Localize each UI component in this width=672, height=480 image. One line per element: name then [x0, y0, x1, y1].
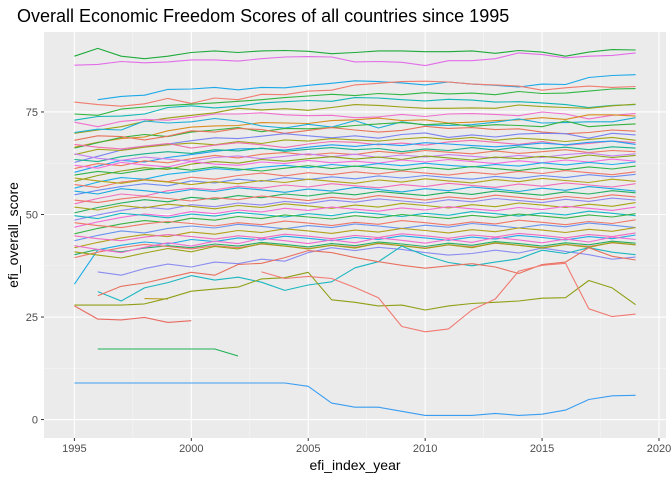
- series-line-17: [74, 146, 636, 163]
- series-line-25: [74, 173, 636, 196]
- x-tick-label: 2010: [413, 443, 437, 455]
- y-tick-label: 0: [32, 415, 38, 427]
- x-tick-label: 2005: [296, 443, 320, 455]
- series-line-53: [74, 382, 636, 416]
- series-line-23: [74, 165, 636, 176]
- series-line-32: [74, 202, 636, 211]
- series-line-33: [74, 205, 636, 228]
- series-line-29: [74, 190, 636, 214]
- series-line-50: [74, 305, 192, 323]
- series-line-40: [73, 234, 636, 285]
- x-tick-label: 2000: [179, 443, 203, 455]
- series-line-36: [74, 219, 636, 229]
- series-line-16: [74, 140, 636, 173]
- chart-title: Overall Economic Freedom Scores of all c…: [17, 6, 509, 26]
- y-tick-label: 75: [26, 107, 38, 119]
- series-line-27: [74, 182, 636, 205]
- series-line-12: [74, 125, 636, 141]
- series-line-2: [74, 52, 636, 67]
- series-line-7: [74, 103, 636, 134]
- y-tick-label: 50: [26, 209, 38, 221]
- y-axis-title: efi_overall_score: [5, 182, 21, 288]
- series-line-46: [97, 245, 636, 302]
- series-line-38: [74, 227, 636, 249]
- series-line-10: [74, 117, 636, 134]
- series-line-35: [74, 213, 636, 235]
- series-line-4: [74, 80, 636, 107]
- series-line-3: [97, 74, 636, 101]
- series-line-47: [97, 247, 636, 297]
- series-line-31: [74, 197, 636, 221]
- x-tick-label: 2020: [647, 443, 671, 455]
- series-line-51: [261, 262, 636, 333]
- series-line-45: [74, 236, 636, 254]
- series-line-28: [74, 186, 636, 195]
- series-line-5: [74, 88, 636, 116]
- series-line-41: [74, 240, 636, 256]
- series-line-52: [97, 348, 239, 357]
- grid-lines: [44, 32, 666, 438]
- series-line-34: [74, 210, 636, 220]
- series-line-9: [74, 114, 636, 148]
- series-line-14: [74, 136, 636, 156]
- series-line-37: [74, 222, 636, 242]
- series-line-8: [74, 111, 636, 128]
- x-tick-label: 2015: [530, 443, 554, 455]
- series-line-44: [74, 241, 636, 259]
- series-line-39: [74, 232, 636, 242]
- series-line-49: [74, 271, 636, 311]
- x-tick-label: 1995: [62, 443, 86, 455]
- series-line-6: [74, 97, 636, 121]
- x-axis-title: efi_index_year: [309, 457, 400, 473]
- series-line-43: [97, 246, 636, 276]
- series-line-26: [74, 177, 636, 186]
- y-tick-label: 25: [26, 312, 38, 324]
- series-line-19: [74, 152, 636, 162]
- axes: 1995 2000 2005 2010 2015 2020 0 25 50 75: [26, 107, 671, 455]
- series-line-15: [74, 139, 636, 150]
- series-line-30: [74, 194, 636, 204]
- series-line-1: [74, 47, 636, 60]
- series-lines: [73, 47, 636, 416]
- series-line-20: [74, 154, 636, 182]
